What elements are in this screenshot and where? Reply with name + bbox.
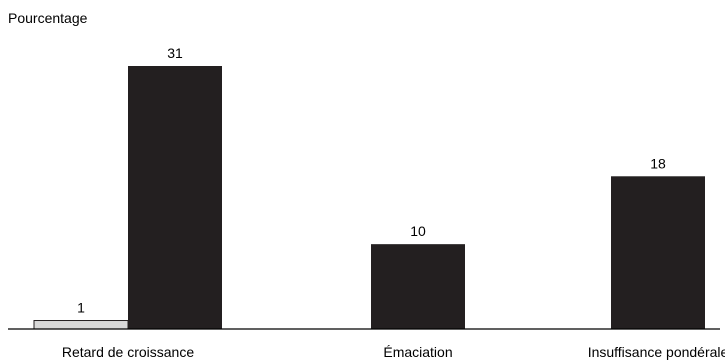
category-label-emaciation: Émaciation [383, 344, 452, 360]
bars-group [33, 66, 705, 330]
y-axis-label: Pourcentage [8, 10, 88, 26]
value-label-retard-de-croissance-series-1: 1 [77, 300, 85, 316]
value-label-emaciation-series-2: 10 [410, 223, 426, 239]
category-labels-group: Retard de croissance Émaciation Insuffisan… [62, 344, 725, 360]
bar-retard-de-croissance-series-2 [128, 66, 222, 329]
value-label-retard-de-croissance-series-2: 31 [167, 45, 183, 61]
bar-emaciation-series-2 [371, 244, 465, 329]
value-labels-group: 1 31 10 18 [77, 45, 666, 316]
bar-insuffisance-ponderale-series-2 [611, 176, 705, 329]
category-label-insuffisance-ponderale: Insuffisance pondérale [588, 344, 725, 360]
value-label-insuffisance-ponderale-series-2: 18 [650, 155, 666, 171]
bar-retard-de-croissance-series-1 [33, 320, 129, 330]
category-label-retard-de-croissance: Retard de croissance [62, 344, 195, 360]
